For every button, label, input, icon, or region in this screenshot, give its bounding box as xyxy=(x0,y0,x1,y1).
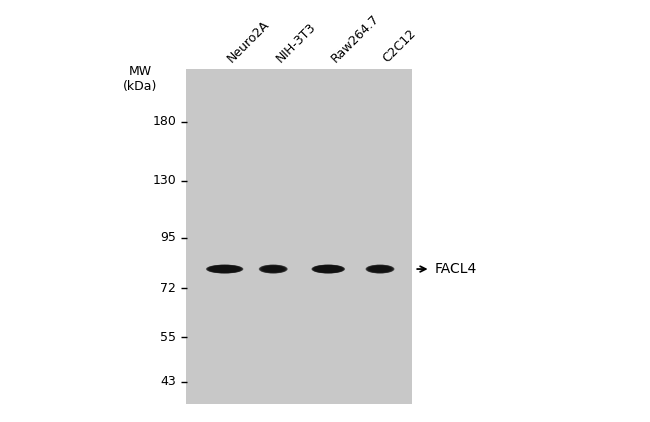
Ellipse shape xyxy=(209,265,240,273)
Text: 95: 95 xyxy=(161,231,176,244)
Ellipse shape xyxy=(261,265,286,273)
Ellipse shape xyxy=(368,265,392,273)
Ellipse shape xyxy=(369,266,391,272)
Ellipse shape xyxy=(207,265,242,273)
Ellipse shape xyxy=(261,265,285,273)
Ellipse shape xyxy=(262,266,284,272)
Ellipse shape xyxy=(367,265,394,273)
Ellipse shape xyxy=(315,265,342,273)
Ellipse shape xyxy=(207,265,242,273)
Ellipse shape xyxy=(311,265,345,273)
Text: NIH-3T3: NIH-3T3 xyxy=(273,21,318,65)
Ellipse shape xyxy=(207,265,242,273)
Ellipse shape xyxy=(211,266,239,272)
Text: FACL4: FACL4 xyxy=(435,262,477,276)
Ellipse shape xyxy=(367,265,393,273)
Ellipse shape xyxy=(366,265,395,273)
Ellipse shape xyxy=(260,265,287,273)
Ellipse shape xyxy=(367,265,393,273)
Ellipse shape xyxy=(261,265,285,273)
Ellipse shape xyxy=(260,265,286,273)
Ellipse shape xyxy=(260,265,287,273)
Ellipse shape xyxy=(366,265,394,273)
Ellipse shape xyxy=(315,266,341,272)
Text: 55: 55 xyxy=(160,331,176,344)
Ellipse shape xyxy=(372,267,388,271)
Ellipse shape xyxy=(261,265,285,273)
Ellipse shape xyxy=(262,266,285,272)
Ellipse shape xyxy=(209,265,240,273)
Ellipse shape xyxy=(261,265,286,273)
Ellipse shape xyxy=(313,265,343,273)
Text: Raw264.7: Raw264.7 xyxy=(328,12,382,65)
Ellipse shape xyxy=(206,265,243,273)
Ellipse shape xyxy=(259,265,288,273)
Ellipse shape xyxy=(265,267,281,271)
Ellipse shape xyxy=(367,265,393,273)
Text: 43: 43 xyxy=(161,376,176,388)
Ellipse shape xyxy=(367,265,393,273)
Ellipse shape xyxy=(365,265,395,273)
Ellipse shape xyxy=(312,265,344,273)
Ellipse shape xyxy=(313,265,344,273)
Ellipse shape xyxy=(313,265,343,273)
Text: 180: 180 xyxy=(152,115,176,128)
Text: Neuro2A: Neuro2A xyxy=(225,18,272,65)
Ellipse shape xyxy=(259,265,287,273)
Ellipse shape xyxy=(315,266,341,272)
Ellipse shape xyxy=(316,266,341,272)
Ellipse shape xyxy=(319,267,337,271)
Ellipse shape xyxy=(366,265,394,273)
Ellipse shape xyxy=(209,265,240,273)
Ellipse shape xyxy=(210,266,239,272)
Ellipse shape xyxy=(312,265,344,273)
Text: C2C12: C2C12 xyxy=(380,27,419,65)
Ellipse shape xyxy=(214,267,235,271)
Ellipse shape xyxy=(210,266,240,272)
Ellipse shape xyxy=(313,265,343,273)
Ellipse shape xyxy=(315,265,342,273)
Ellipse shape xyxy=(207,265,243,273)
Ellipse shape xyxy=(259,265,287,273)
Ellipse shape xyxy=(313,265,344,273)
Text: 72: 72 xyxy=(161,282,176,295)
Ellipse shape xyxy=(209,265,240,273)
Ellipse shape xyxy=(312,265,344,273)
Ellipse shape xyxy=(314,265,343,273)
Ellipse shape xyxy=(315,266,341,272)
Bar xyxy=(186,70,412,404)
Ellipse shape xyxy=(259,265,287,273)
Ellipse shape xyxy=(368,265,392,273)
Ellipse shape xyxy=(262,266,285,272)
Text: MW
(kDa): MW (kDa) xyxy=(124,65,158,93)
Ellipse shape xyxy=(367,265,393,273)
Ellipse shape xyxy=(208,265,242,273)
Ellipse shape xyxy=(259,265,287,273)
Ellipse shape xyxy=(314,265,343,273)
Ellipse shape xyxy=(369,266,391,272)
Ellipse shape xyxy=(208,265,241,273)
Ellipse shape xyxy=(369,265,392,273)
Ellipse shape xyxy=(208,265,241,273)
Ellipse shape xyxy=(206,265,244,273)
Ellipse shape xyxy=(369,266,391,272)
Text: 130: 130 xyxy=(152,174,176,187)
Ellipse shape xyxy=(211,266,239,272)
